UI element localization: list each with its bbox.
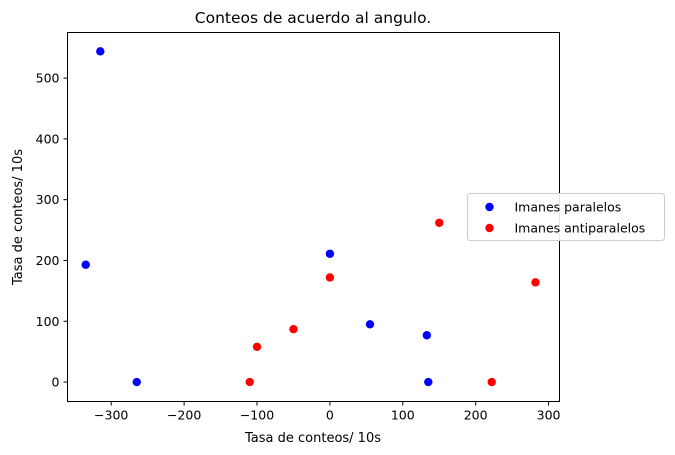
data-point-series-1 xyxy=(96,47,105,56)
data-point-series-2 xyxy=(245,377,254,387)
data-point-series-2 xyxy=(289,324,298,334)
y-tick-label: 300 xyxy=(36,192,60,207)
x-tick-label: −300 xyxy=(94,408,128,423)
chart-title: Conteos de acuerdo al angulo. xyxy=(195,9,431,27)
data-point-series-2 xyxy=(435,218,444,227)
x-tick-label: 100 xyxy=(391,408,415,423)
legend-marker xyxy=(485,223,494,233)
data-point-series-2 xyxy=(252,342,262,351)
data-point-series-1 xyxy=(325,249,335,258)
data-point-series-2 xyxy=(531,278,540,287)
data-point-series-1 xyxy=(132,377,141,387)
y-axis-label: Tasa de conteos/ 10s xyxy=(11,149,26,286)
y-axis-ticks: 0 100 200 300 400 500 xyxy=(36,71,68,390)
legend-box xyxy=(467,193,665,241)
legend: Imanes paralelos Imanes antiparalelos xyxy=(467,193,665,241)
y-tick-label: 0 xyxy=(52,375,60,390)
data-point-series-1 xyxy=(81,260,90,269)
data-points xyxy=(81,47,540,387)
y-tick-label: 400 xyxy=(36,131,60,146)
x-tick-label: −100 xyxy=(240,408,274,423)
data-point-series-2 xyxy=(487,377,496,387)
y-tick-label: 100 xyxy=(36,314,60,329)
y-tick-label: 200 xyxy=(36,253,60,268)
data-point-series-1 xyxy=(424,377,433,387)
data-point-series-2 xyxy=(325,273,335,282)
x-axis-ticks: −300 −200 −100 0 100 200 300 xyxy=(94,401,561,423)
x-tick-label: 0 xyxy=(326,408,334,423)
data-point-series-1 xyxy=(365,320,375,329)
legend-label: Imanes paralelos xyxy=(515,200,622,215)
data-point-series-1 xyxy=(422,331,432,340)
x-tick-label: 300 xyxy=(537,408,561,423)
y-tick-label: 500 xyxy=(36,71,60,86)
legend-label: Imanes antiparalelos xyxy=(515,221,646,236)
x-axis-label: Tasa de conteos/ 10s xyxy=(244,431,381,446)
x-tick-label: 200 xyxy=(464,408,488,423)
legend-marker xyxy=(485,202,494,212)
x-tick-label: −200 xyxy=(167,408,201,423)
